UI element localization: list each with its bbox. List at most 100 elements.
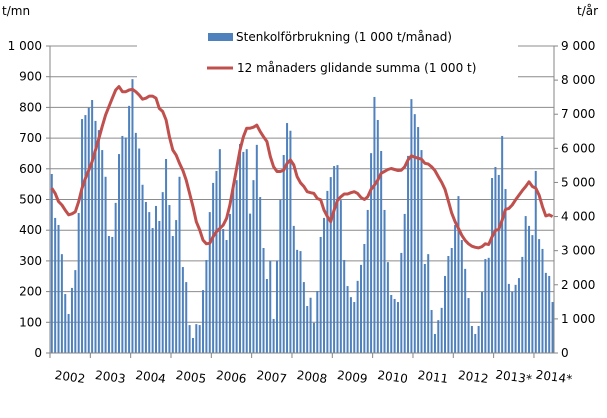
bar bbox=[57, 224, 60, 353]
bar bbox=[50, 174, 53, 353]
bar bbox=[511, 291, 514, 353]
legend-swatch-bars bbox=[208, 33, 233, 41]
bar bbox=[249, 213, 252, 353]
bar bbox=[390, 294, 393, 353]
bar bbox=[235, 180, 238, 353]
bar bbox=[410, 99, 413, 354]
bar bbox=[356, 280, 359, 353]
bar bbox=[91, 100, 94, 353]
bar bbox=[208, 212, 211, 353]
bar bbox=[427, 254, 430, 353]
bar bbox=[316, 290, 319, 353]
bar bbox=[111, 236, 114, 353]
bar bbox=[225, 240, 228, 353]
bar-series bbox=[50, 79, 554, 354]
bar bbox=[528, 225, 531, 353]
bar bbox=[171, 236, 174, 353]
bar bbox=[517, 278, 520, 353]
left-tick-label: 600 bbox=[19, 162, 42, 176]
bar bbox=[373, 96, 376, 353]
bar bbox=[413, 114, 416, 354]
bar bbox=[64, 294, 67, 353]
bar bbox=[477, 325, 480, 353]
left-tick-label: 400 bbox=[19, 223, 42, 237]
bar bbox=[548, 275, 551, 353]
bar bbox=[433, 333, 436, 353]
bar bbox=[497, 174, 500, 353]
bar bbox=[148, 212, 151, 353]
bar bbox=[326, 190, 329, 353]
bar bbox=[538, 239, 541, 353]
bar bbox=[101, 150, 104, 353]
bar bbox=[454, 224, 457, 353]
right-tick-label: 1 000 bbox=[561, 312, 595, 326]
bar bbox=[279, 199, 282, 353]
bar bbox=[158, 220, 161, 353]
bar bbox=[393, 298, 396, 353]
bar bbox=[191, 337, 194, 353]
bar bbox=[396, 302, 399, 353]
bar bbox=[87, 107, 90, 353]
line-series bbox=[50, 85, 554, 250]
bar bbox=[464, 268, 467, 353]
bar bbox=[400, 252, 403, 353]
bar bbox=[370, 153, 373, 353]
bar bbox=[346, 286, 349, 353]
bar bbox=[222, 228, 225, 353]
bar bbox=[470, 325, 473, 353]
bar bbox=[272, 318, 275, 353]
bar bbox=[531, 235, 534, 353]
bar bbox=[524, 216, 527, 353]
bar bbox=[138, 148, 141, 353]
moving-sum-line bbox=[50, 85, 554, 250]
bar bbox=[339, 200, 342, 353]
left-tick-label: 300 bbox=[19, 254, 42, 268]
bar bbox=[81, 119, 84, 353]
bar bbox=[252, 180, 255, 353]
bar bbox=[60, 254, 63, 353]
right-tick-label: 4 000 bbox=[561, 210, 595, 224]
x-tick-label: 2012 bbox=[457, 368, 489, 386]
bar bbox=[494, 166, 497, 353]
bar bbox=[323, 217, 326, 353]
bar bbox=[185, 282, 188, 353]
left-axis-unit: t/mn bbox=[2, 4, 30, 18]
bar bbox=[128, 105, 131, 354]
x-tick-label: 2008 bbox=[296, 368, 328, 386]
bar bbox=[343, 259, 346, 353]
bar bbox=[97, 130, 100, 353]
bar bbox=[363, 244, 366, 353]
left-tick-label: 700 bbox=[19, 131, 42, 145]
x-tick-label: 2002 bbox=[54, 368, 86, 386]
bar bbox=[165, 158, 168, 353]
bar bbox=[84, 115, 87, 353]
bar bbox=[299, 251, 302, 353]
bar bbox=[450, 248, 453, 353]
bar bbox=[333, 166, 336, 353]
bar bbox=[349, 297, 352, 353]
x-tick-label: 2003 bbox=[94, 368, 126, 386]
bar bbox=[289, 130, 292, 353]
bar bbox=[205, 259, 208, 353]
bar bbox=[302, 282, 305, 353]
right-tick-label: 6 000 bbox=[561, 141, 595, 155]
bar bbox=[54, 217, 57, 353]
x-tick-label: 2009 bbox=[336, 368, 368, 386]
bar bbox=[309, 297, 312, 353]
right-tick-label: 2 000 bbox=[561, 278, 595, 292]
x-tick-label: 2013* bbox=[495, 368, 533, 387]
axes: 0 100 200 300 400 500 600 700 800 900 1 000 0 1 000 2… bbox=[8, 39, 596, 386]
bar bbox=[437, 320, 440, 353]
bar bbox=[67, 314, 70, 353]
bar bbox=[544, 272, 547, 353]
bar bbox=[467, 298, 470, 353]
bar bbox=[457, 196, 460, 353]
bar bbox=[245, 149, 248, 353]
bar bbox=[329, 177, 332, 353]
left-tick-label: 800 bbox=[19, 100, 42, 114]
bar bbox=[262, 248, 265, 353]
bar bbox=[215, 170, 218, 353]
bar bbox=[380, 150, 383, 353]
